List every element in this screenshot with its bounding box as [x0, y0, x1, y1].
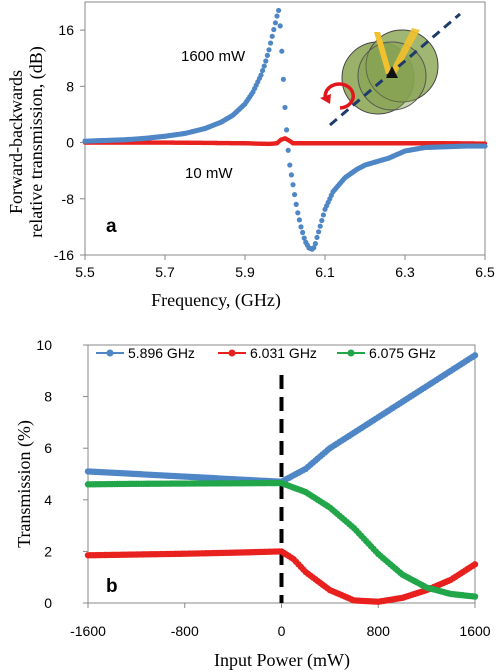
panel-b-y-axis-label: Transmission (%): [14, 420, 35, 548]
panel-b-y-tick-label: 0: [44, 595, 52, 611]
panel-b-legend: 5.896 GHz 6.031 GHz 6.075 GHz: [96, 345, 436, 361]
panel-a-y-axis-label-line2: relative transmission, (dB): [26, 46, 47, 237]
panel-a-1600mw-point: [272, 20, 278, 26]
legend-entry-label: 5.896 GHz: [128, 345, 195, 361]
panel-b-y-tick-label: 4: [44, 492, 52, 508]
panel-a-1600mw-point: [319, 217, 325, 224]
legend-entry-label: 6.075 GHz: [369, 345, 436, 361]
panel-a-y-tick-label: -16: [54, 247, 74, 263]
panel-a-1600mw-point: [285, 147, 291, 153]
panel-a-x-tick-label: 6.1: [315, 264, 335, 280]
panel-b-y-ticks: 0 2 4 6 8 10: [36, 337, 88, 611]
panel-a-y-tick-label: -8: [62, 191, 75, 207]
panel-a-y-tick-label: 0: [66, 135, 74, 151]
panel-a-1600mw-point: [279, 48, 285, 54]
legend-swatch-marker: [228, 349, 236, 357]
annotation-1600mw: 1600 mW: [181, 48, 246, 65]
panel-a-label: a: [106, 216, 117, 237]
panel-a-1600mw-point: [320, 212, 326, 218]
panel-a-x-axis-label: Frequency, (GHz): [151, 290, 281, 311]
panel-a-1600mw-point: [266, 47, 272, 53]
panel-b-chart: 0 2 4 6 8 10 -1600 -800 0 800 1600 5.896 GHz 6.031…: [14, 337, 491, 671]
panel-a-1600mw-point: [295, 210, 301, 216]
panel-a-1600mw-point: [298, 224, 304, 230]
panel-b-x-tick-label: 800: [367, 623, 391, 639]
panel-a-1600mw-point: [280, 76, 286, 82]
panel-a-chart: 16 8 0 -8 -16 5.5 5.7 5.9 6.1 6.3 6.5 Frequency, …: [6, 1, 495, 311]
panel-a-x-tick-label: 5.7: [155, 264, 175, 280]
panel-a-y-axis-label-line1: Forward-backwards: [6, 70, 26, 214]
panel-a-points: [82, 7, 488, 252]
panel-a-1600mw-point: [284, 127, 290, 133]
panel-b-x-ticks: -1600 -800 0 800 1600: [70, 603, 491, 639]
panel-b-x-tick-label: 0: [278, 623, 286, 639]
panel-a-1600mw-point: [296, 217, 302, 223]
panel-a-frame: [84, 1, 486, 256]
panel-a-1600mw-point: [290, 182, 296, 188]
panel-a-1600mw-point: [301, 235, 307, 241]
panel-b-y-tick-label: 6: [44, 440, 52, 456]
panel-b-y-tick-label: 2: [44, 543, 52, 559]
panel-a-1600mw-point: [292, 191, 298, 198]
legend-swatch-marker: [347, 349, 355, 357]
panel-b-y-tick-label: 10: [36, 337, 52, 353]
annotation-10mw: 10 mW: [185, 165, 233, 182]
panel-a-1600mw-point: [293, 201, 299, 207]
panel-a-1600mw-point: [277, 23, 283, 29]
panel-a-1600mw-point: [263, 58, 269, 64]
panel-b-series-0-point: [471, 352, 479, 359]
panel-a-x-tick-label: 6.5: [475, 264, 495, 280]
panel-a-1600mw-point: [314, 234, 320, 241]
panel-a-1600mw-point: [264, 52, 270, 59]
panel-b-x-axis-label: Input Power (mW): [214, 650, 350, 671]
panel-a-x-tick-label: 5.9: [235, 264, 255, 280]
panel-b-points: [84, 352, 479, 605]
panel-b-y-tick-label: 8: [44, 389, 52, 405]
panel-a-x-tick-label: 5.5: [75, 264, 95, 280]
panel-a-1600mw-point: [276, 7, 282, 14]
panel-a-1600mw-point: [268, 40, 274, 46]
panel-b-x-tick-label: -800: [171, 623, 199, 639]
panel-a-1600mw-point: [258, 72, 264, 78]
panel-a-x-tick-label: 6.3: [395, 264, 415, 280]
panel-a-1600mw-point: [287, 162, 293, 168]
panel-b-series-2-point: [471, 593, 479, 600]
panel-a-y-ticks: 16 8 0 -8 -16: [54, 22, 85, 263]
panel-a-1600mw-point: [288, 172, 294, 178]
panel-b-x-tick-label: 1600: [459, 623, 490, 639]
panel-a-1600mw-point: [317, 223, 323, 229]
panel-a-1600mw-point: [482, 143, 488, 149]
panel-a-1600mw-point: [311, 245, 317, 251]
legend-swatch-marker: [106, 349, 114, 357]
panel-a-1600mw-point: [282, 104, 288, 111]
panel-a-x-ticks: 5.5 5.7 5.9 6.1 6.3 6.5: [75, 255, 495, 280]
panel-b-label: b: [106, 576, 118, 597]
panel-a-y-tick-label: 16: [58, 22, 74, 38]
panel-a-1600mw-point: [274, 13, 280, 19]
panel-b-series-1-point: [471, 561, 479, 568]
legend-entry-label: 6.031 GHz: [250, 345, 317, 361]
panel-a-y-tick-label: 8: [66, 78, 74, 94]
panel-a-1600mw-point: [312, 241, 318, 247]
panel-a-1600mw-point: [300, 229, 306, 236]
panel-a-1600mw-point: [260, 67, 266, 74]
panel-a-1600mw-point: [316, 229, 322, 235]
panel-a-1600mw-point: [261, 63, 267, 69]
panel-a-1600mw-point: [269, 33, 275, 39]
panel-b-x-tick-label: -1600: [70, 623, 106, 639]
rotating-sphere-magnetization-icon: [320, 12, 461, 127]
panel-a-1600mw-point: [271, 26, 277, 33]
